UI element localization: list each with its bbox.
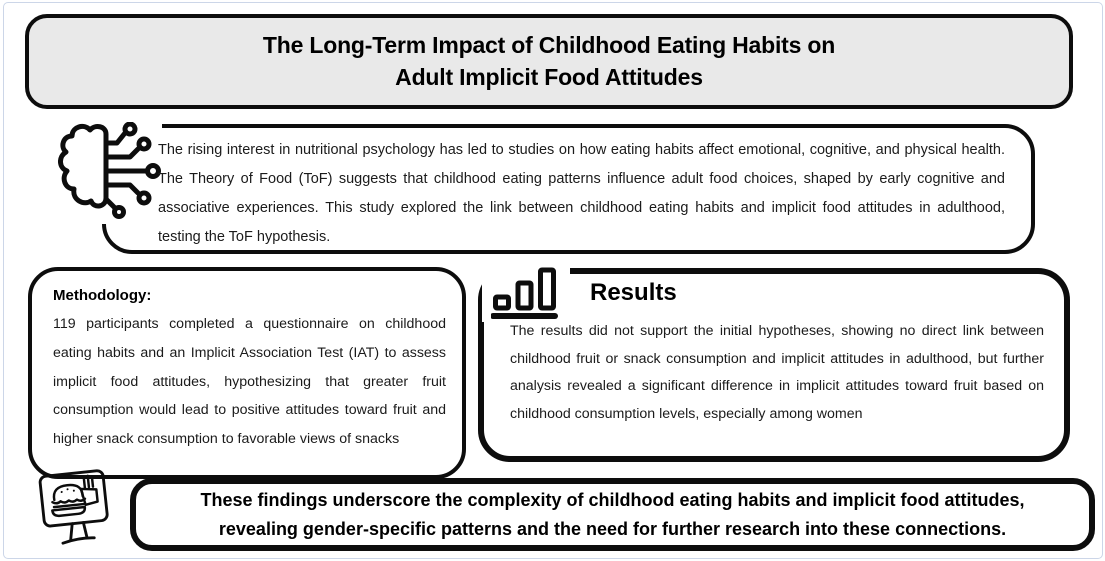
results-heading: Results	[590, 279, 677, 306]
intro-box: The rising interest in nutritional psych…	[58, 120, 1035, 254]
page-title-line2: Adult Implicit Food Attitudes	[395, 64, 703, 90]
conclusion-text: These findings underscore the complexity…	[200, 489, 1025, 539]
burger-monitor-icon	[28, 464, 124, 558]
results-text: The results did not support the initial …	[510, 323, 1044, 422]
bar-chart-icon-svg	[491, 267, 558, 319]
page-title-line1: The Long-Term Impact of Childhood Eating…	[262, 32, 836, 58]
title-box: The Long-Term Impact of Childhood Eating…	[25, 14, 1073, 109]
burger-monitor-icon-svg	[38, 469, 109, 545]
brain-circuit-icon-svg	[58, 122, 161, 219]
brain-circuit-icon	[58, 120, 162, 224]
conclusion-box: These findings underscore the complexity…	[130, 478, 1095, 551]
intro-text: The rising interest in nutritional psych…	[158, 142, 1005, 245]
methodology-heading: Methodology:	[53, 287, 152, 304]
results-box: Results The results did not support the …	[478, 264, 1070, 462]
methodology-text: 119 participants completed a questionnai…	[53, 316, 446, 448]
bar-chart-icon	[482, 264, 570, 322]
methodology-box: Methodology: 119 participants completed …	[28, 267, 466, 479]
